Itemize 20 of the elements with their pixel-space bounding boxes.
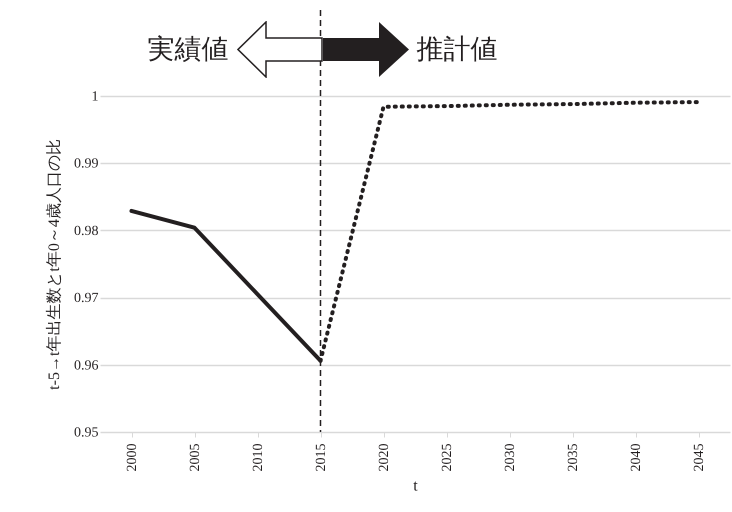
x-tick-label: 2035 [566, 444, 581, 472]
text: 実績値 [148, 34, 228, 64]
x-tick-label: 2040 [629, 444, 644, 472]
y-tick-label: 0.97 [74, 291, 98, 306]
y-tick-label: 0.98 [74, 224, 98, 239]
x-tick-label: 2045 [692, 444, 707, 472]
x-tick-label: 2000 [125, 444, 140, 472]
y-tick-label: 1 [92, 90, 98, 104]
x-tick-label: 2005 [188, 444, 203, 472]
x-tick-label: 2025 [440, 444, 455, 472]
x-tick-label: 2010 [251, 444, 266, 472]
x-axis-title: t [413, 478, 418, 494]
x-tick-label: 2030 [503, 444, 518, 472]
y-tick-label: 0.99 [74, 156, 98, 172]
x-tick-label: 2015 [314, 444, 329, 472]
y-tick-label: 0.95 [74, 426, 98, 440]
text: 推計値 [416, 34, 498, 64]
x-tick-label: 2020 [377, 444, 392, 472]
y-axis-title: t-5→t年出生数とt年0～4歳人口の比 [45, 139, 63, 390]
y-tick-label: 0.96 [74, 358, 98, 374]
